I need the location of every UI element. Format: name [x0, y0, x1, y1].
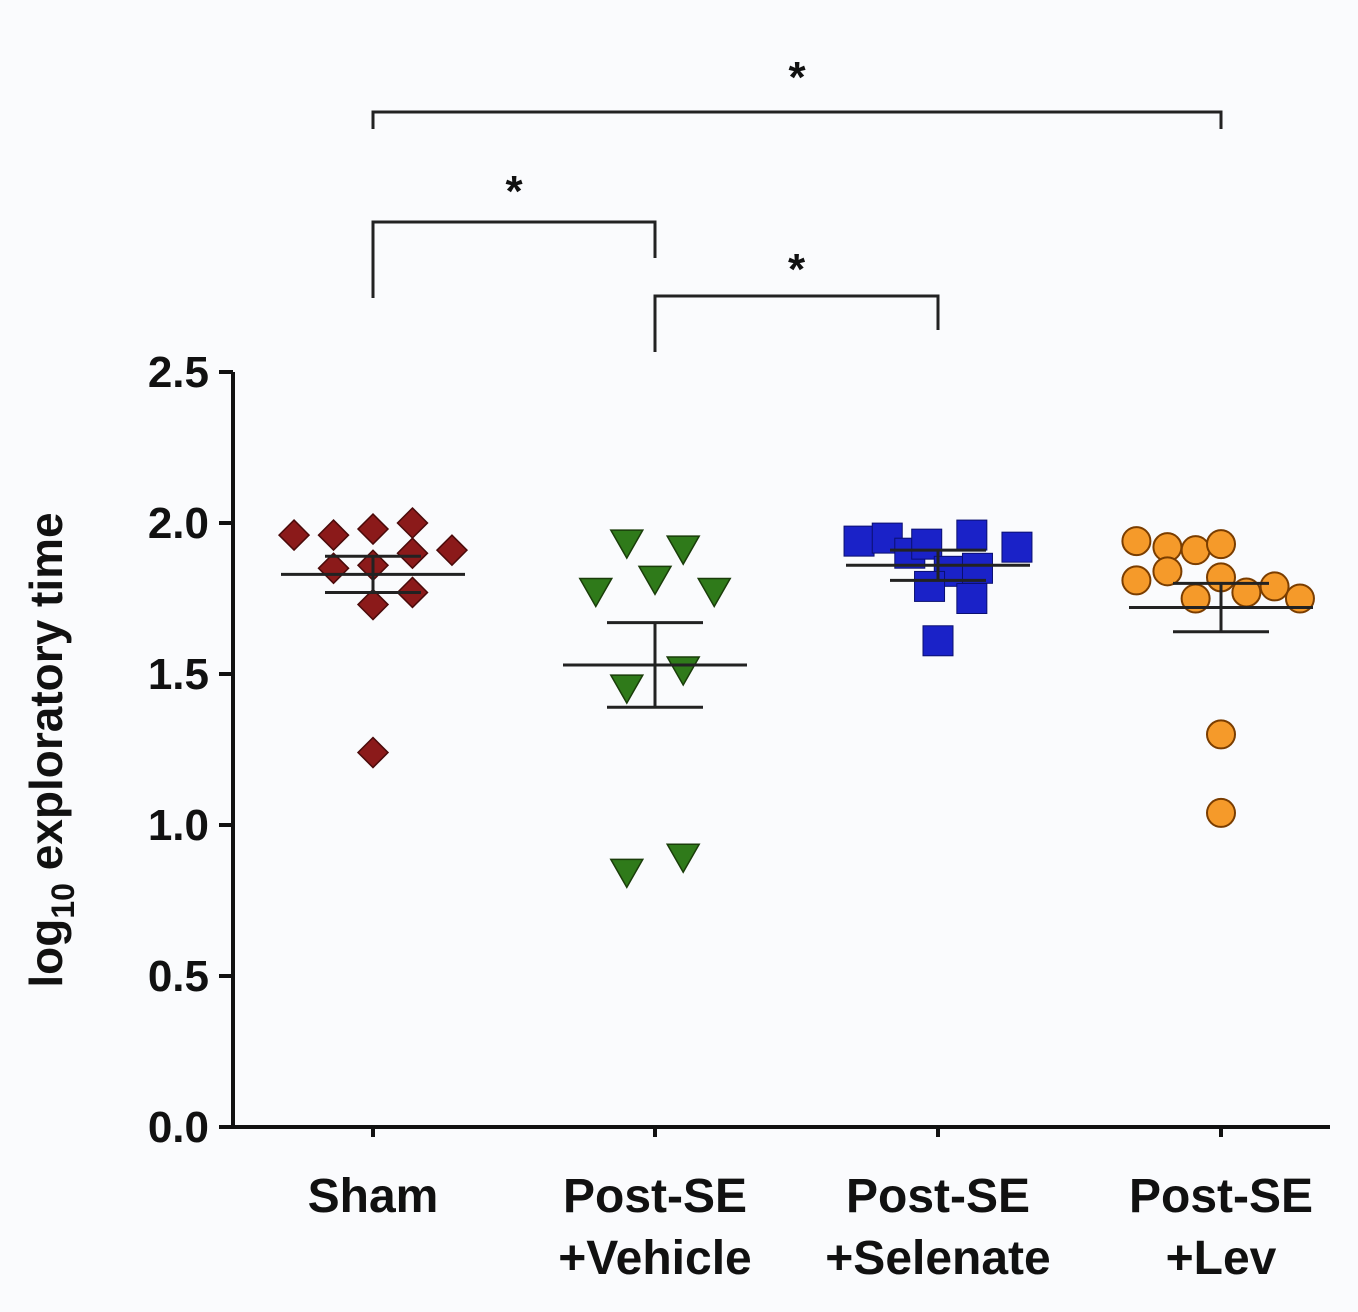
data-point-circle: [1121, 565, 1152, 596]
data-point-triangle: [609, 674, 645, 705]
data-point-diamond: [396, 537, 429, 570]
mean-sem-bars: [281, 548, 1313, 709]
series-diamond: [277, 506, 469, 769]
data-point-circle: [1121, 526, 1152, 557]
data-point-triangle: [578, 577, 614, 608]
data-point-square: [914, 570, 946, 602]
data-point-diamond: [317, 552, 350, 585]
significance-bracket: [371, 110, 1223, 129]
data-point-diamond: [356, 588, 390, 621]
significance-brackets: * * *: [371, 53, 1223, 352]
data-point-square: [961, 552, 993, 584]
y-tick-label: 2.5: [148, 348, 209, 397]
data-point-square: [922, 625, 954, 657]
data-point-triangle: [609, 858, 645, 889]
y-axis-title-suffix: exploratory time: [20, 512, 72, 883]
data-point-circle: [1180, 535, 1211, 566]
significance-bracket: [653, 294, 940, 352]
data-point-circle: [1284, 583, 1315, 614]
y-tick-label: 0.5: [148, 952, 209, 1001]
data-point-diamond: [317, 519, 350, 552]
x-category-label: Post-SE: [563, 1170, 747, 1223]
significance-star: *: [505, 167, 523, 216]
x-category-label: +Selenate: [825, 1232, 1050, 1285]
y-tick-label: 2.0: [148, 499, 209, 548]
data-point-triangle: [637, 565, 673, 596]
x-category-label: Sham: [308, 1170, 439, 1223]
data-point-triangle: [665, 656, 701, 687]
series-square: [843, 519, 1033, 657]
data-point-diamond: [356, 736, 390, 769]
y-tick-label: 0.0: [148, 1103, 209, 1152]
series-circle: [1121, 526, 1315, 828]
x-category-label: Post-SE: [846, 1170, 1030, 1223]
x-category-label: +Lev: [1166, 1232, 1277, 1285]
data-point-circle: [1206, 719, 1236, 750]
data-point-diamond: [356, 512, 390, 546]
data-point-diamond: [435, 534, 469, 567]
axes: 0.0 0.5 1.0 1.5 2.0 2.5 Sham Post-SE +Vehicle Pos…: [148, 348, 1330, 1285]
y-axis-title-prefix: log: [20, 919, 72, 988]
significance-star: *: [788, 245, 806, 294]
data-point-circle: [1259, 571, 1290, 602]
data-point-square: [843, 525, 875, 557]
data-point-diamond: [277, 519, 311, 552]
data-points: [277, 506, 1315, 889]
data-point-circle: [1152, 556, 1183, 587]
data-point-triangle: [665, 843, 701, 874]
data-point-circle: [1206, 529, 1236, 560]
significance-bracket: [371, 220, 657, 298]
data-point-triangle: [696, 577, 732, 608]
y-tick-label: 1.5: [148, 650, 209, 699]
data-point-triangle: [609, 529, 645, 560]
y-axis-title-subscript: 10: [45, 883, 81, 919]
y-axis-title: log10 exploratory time: [20, 512, 81, 987]
data-point-square: [956, 583, 988, 614]
data-point-square: [956, 519, 988, 551]
data-point-square: [1001, 531, 1033, 563]
data-point-circle: [1206, 797, 1236, 828]
series-triangle-down: [578, 529, 732, 889]
x-category-label: Post-SE: [1129, 1170, 1313, 1223]
data-point-diamond: [396, 506, 429, 540]
y-tick-label: 1.0: [148, 801, 209, 850]
significance-star: *: [788, 53, 806, 102]
x-category-label: +Vehicle: [558, 1232, 751, 1285]
data-point-triangle: [665, 535, 701, 566]
